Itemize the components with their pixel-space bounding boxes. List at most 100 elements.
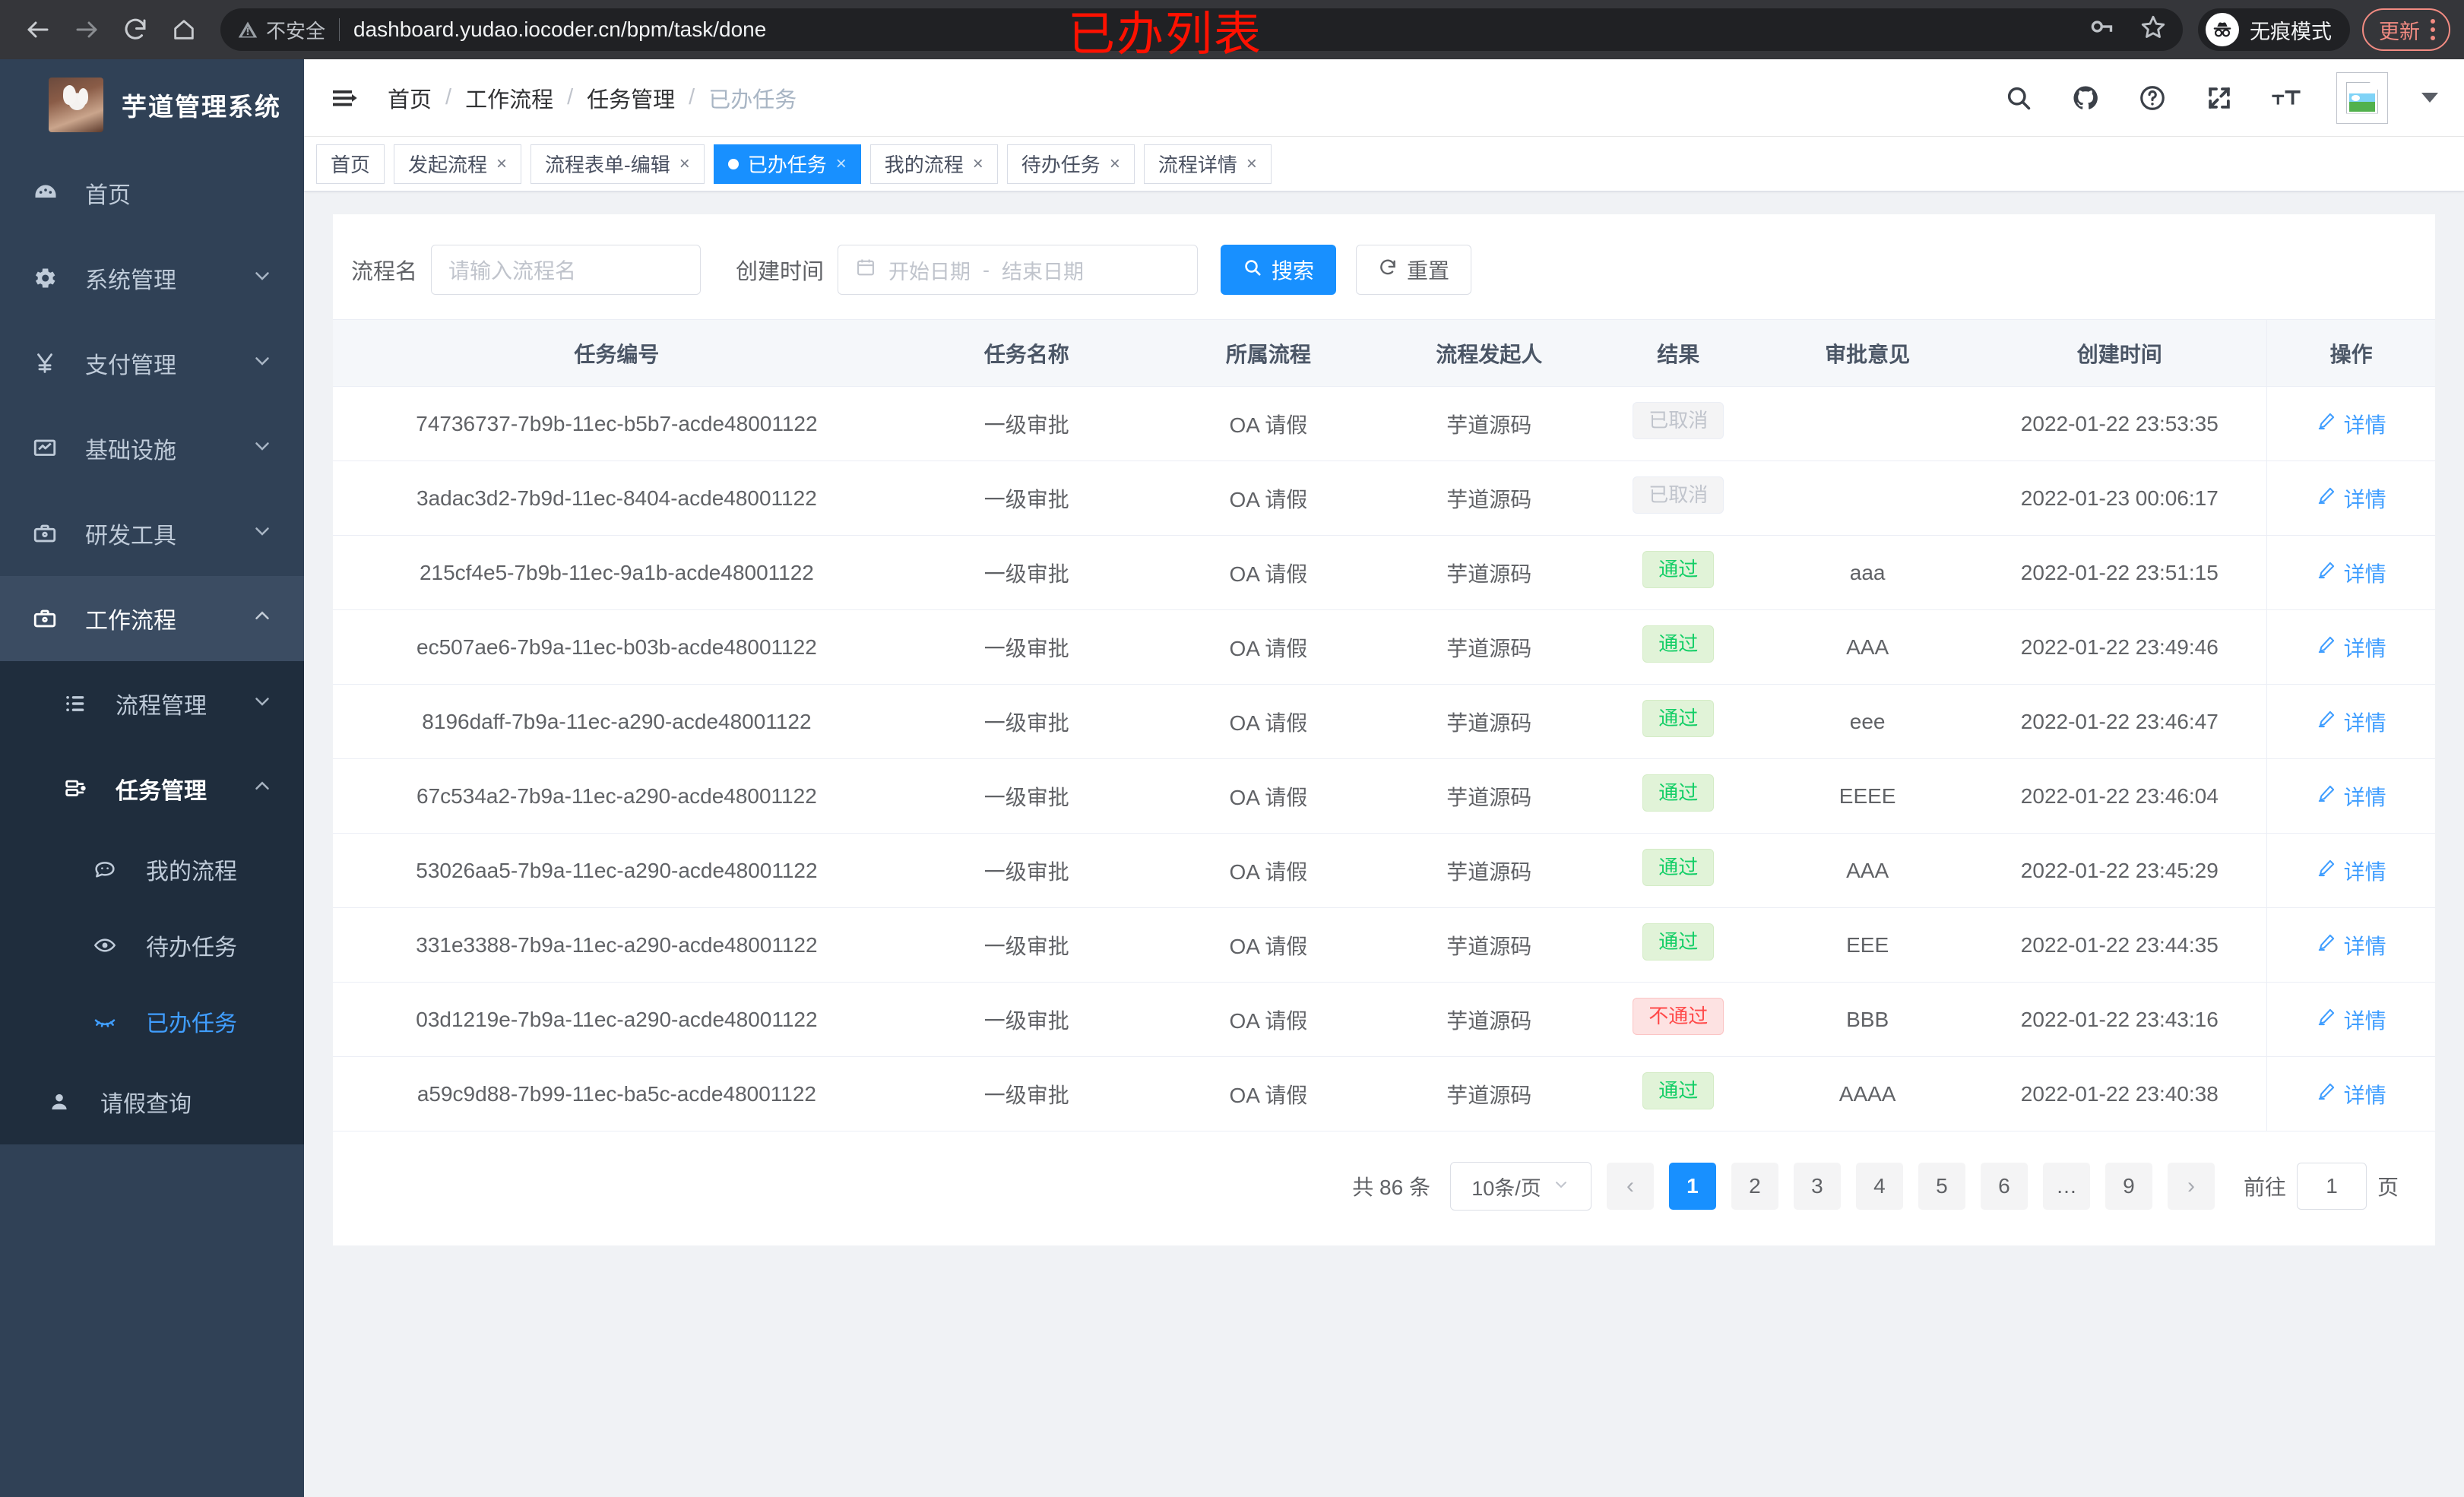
- hamburger-icon[interactable]: [327, 81, 362, 116]
- page-jump-input[interactable]: 1: [2296, 1163, 2367, 1210]
- sidebar-item-label: 首页: [85, 183, 131, 208]
- close-icon[interactable]: ×: [835, 153, 847, 174]
- tab-done-task[interactable]: 已办任务 ×: [713, 144, 861, 184]
- page-button-2[interactable]: 2: [1731, 1163, 1778, 1210]
- detail-button-label: 详情: [2343, 711, 2386, 735]
- process-name-label: 流程名: [351, 260, 418, 284]
- detail-button[interactable]: 详情: [2317, 1005, 2386, 1035]
- detail-button[interactable]: 详情: [2317, 483, 2386, 514]
- detail-button[interactable]: 详情: [2317, 930, 2386, 961]
- home-icon[interactable]: [160, 5, 208, 54]
- help-icon[interactable]: [2136, 81, 2169, 115]
- search-icon[interactable]: [2002, 81, 2035, 115]
- sidebar-item-workflow[interactable]: 工作流程: [0, 576, 304, 661]
- page-button-3[interactable]: 3: [1793, 1163, 1841, 1210]
- close-icon[interactable]: ×: [1109, 153, 1120, 174]
- breadcrumb-item-0[interactable]: 首页: [388, 87, 432, 112]
- close-icon[interactable]: ×: [679, 153, 690, 174]
- sidebar-item-payment[interactable]: 支付管理: [0, 321, 304, 406]
- cell-task-id: 215cf4e5-7b9b-11ec-9a1b-acde48001122: [333, 535, 901, 610]
- breadcrumb-item-1[interactable]: 工作流程: [465, 87, 554, 112]
- search-input[interactable]: 请输入流程名: [431, 245, 702, 295]
- page-button-5[interactable]: 5: [1918, 1163, 1965, 1210]
- forward-arrow-icon[interactable]: [62, 5, 111, 54]
- page-ellipsis-button[interactable]: …: [2042, 1163, 2090, 1210]
- table-row: 331e3388-7b9a-11ec-a290-acde48001122 一级审批…: [333, 907, 2435, 983]
- close-icon[interactable]: ×: [496, 153, 508, 174]
- table-row: 53026aa5-7b9a-11ec-a290-acde48001122 一级审批…: [333, 833, 2435, 908]
- page-button-4[interactable]: 4: [1855, 1163, 1903, 1210]
- sidebar-item-leave-query[interactable]: 请假查询: [0, 1059, 304, 1144]
- sidebar-item-system[interactable]: 系统管理: [0, 236, 304, 321]
- total-count-label: 共 86 条: [1352, 1176, 1430, 1199]
- sidebar-item-todo-task[interactable]: 待办任务: [0, 907, 304, 983]
- key-icon[interactable]: [2089, 14, 2114, 46]
- detail-button[interactable]: 详情: [2317, 856, 2386, 886]
- cell-task-name: 一级审批: [900, 833, 1153, 908]
- task-icon: [62, 776, 102, 802]
- prev-page-button[interactable]: ‹: [1606, 1163, 1654, 1210]
- cell-initiator: 芋道源码: [1383, 982, 1595, 1057]
- sidebar-item-my-process[interactable]: 我的流程: [0, 831, 304, 907]
- cell-process: OA 请假: [1152, 609, 1384, 685]
- detail-button[interactable]: 详情: [2317, 781, 2386, 812]
- cell-created-time: 2022-01-22 23:51:15: [1972, 535, 2267, 610]
- next-page-button[interactable]: ›: [2167, 1163, 2215, 1210]
- sidebar-item-task-management[interactable]: 任务管理: [0, 746, 304, 831]
- close-icon[interactable]: ×: [972, 153, 983, 174]
- detail-button[interactable]: 详情: [2317, 1079, 2386, 1109]
- sidebar-item-label: 待办任务: [146, 935, 237, 961]
- font-size-icon[interactable]: [2269, 81, 2303, 115]
- tab-process-form-edit[interactable]: 流程表单-编辑 ×: [530, 144, 705, 184]
- detail-button-label: 详情: [2343, 934, 2386, 958]
- chevron-down-icon[interactable]: [2421, 93, 2438, 103]
- cell-result: 通过: [1594, 684, 1762, 759]
- detail-button[interactable]: 详情: [2317, 409, 2386, 439]
- tab-label: 流程详情: [1158, 153, 1237, 176]
- breadcrumb-separator: /: [445, 85, 452, 109]
- back-arrow-icon[interactable]: [14, 5, 62, 54]
- fullscreen-icon[interactable]: [2203, 81, 2236, 115]
- page-size-select[interactable]: 10条/页: [1449, 1162, 1591, 1211]
- sidebar-item-process-management[interactable]: 流程管理: [0, 661, 304, 746]
- table-row: 03d1219e-7b9a-11ec-a290-acde48001122 一级审批…: [333, 982, 2435, 1057]
- table-row: 215cf4e5-7b9b-11ec-9a1b-acde48001122 一级审批…: [333, 535, 2435, 610]
- edit-pencil-icon: [2317, 635, 2336, 660]
- tab-process-detail[interactable]: 流程详情 ×: [1143, 144, 1272, 184]
- avatar[interactable]: [2336, 71, 2388, 124]
- reload-icon[interactable]: [111, 5, 160, 54]
- tab-start-process[interactable]: 发起流程 ×: [394, 144, 522, 184]
- brand[interactable]: 芋道管理系统: [0, 59, 304, 150]
- sidebar-item-infrastructure[interactable]: 基础设施: [0, 406, 304, 491]
- page-button-6[interactable]: 6: [1980, 1163, 2028, 1210]
- cell-result: 通过: [1594, 609, 1762, 685]
- detail-button[interactable]: 详情: [2317, 558, 2386, 588]
- tab-home[interactable]: 首页: [316, 144, 385, 184]
- cell-created-time: 2022-01-22 23:44:35: [1972, 907, 2267, 983]
- incognito-indicator[interactable]: 无痕模式: [2198, 8, 2350, 51]
- search-button[interactable]: 搜索: [1221, 245, 1337, 295]
- tab-my-process[interactable]: 我的流程 ×: [869, 144, 998, 184]
- kebab-menu-icon[interactable]: [2426, 19, 2440, 40]
- github-icon[interactable]: [2069, 81, 2102, 115]
- date-range-picker[interactable]: 开始日期 - 结束日期: [838, 245, 1199, 295]
- address-bar[interactable]: 不安全 dashboard.yudao.iocoder.cn/bpm/task/…: [220, 8, 2183, 51]
- update-button[interactable]: 更新: [2362, 8, 2450, 51]
- detail-button[interactable]: 详情: [2317, 632, 2386, 663]
- close-icon[interactable]: ×: [1246, 153, 1257, 174]
- page-button-1[interactable]: 1: [1668, 1163, 1716, 1210]
- tab-todo-task[interactable]: 待办任务 ×: [1006, 144, 1135, 184]
- sidebar-item-label: 基础设施: [85, 438, 176, 464]
- cell-process: OA 请假: [1152, 833, 1384, 908]
- sidebar-item-devtools[interactable]: 研发工具: [0, 491, 304, 576]
- incognito-label: 无痕模式: [2250, 20, 2332, 43]
- tab-label: 我的流程: [884, 153, 964, 176]
- detail-button[interactable]: 详情: [2317, 707, 2386, 737]
- sidebar-item-done-task[interactable]: 已办任务: [0, 983, 304, 1059]
- star-icon[interactable]: [2140, 14, 2166, 46]
- page-button-9[interactable]: 9: [2105, 1163, 2152, 1210]
- reset-button[interactable]: 重置: [1356, 245, 1472, 295]
- monitor-icon: [32, 435, 71, 461]
- sidebar-item-home[interactable]: 首页: [0, 150, 304, 236]
- breadcrumb-item-2[interactable]: 任务管理: [587, 87, 676, 112]
